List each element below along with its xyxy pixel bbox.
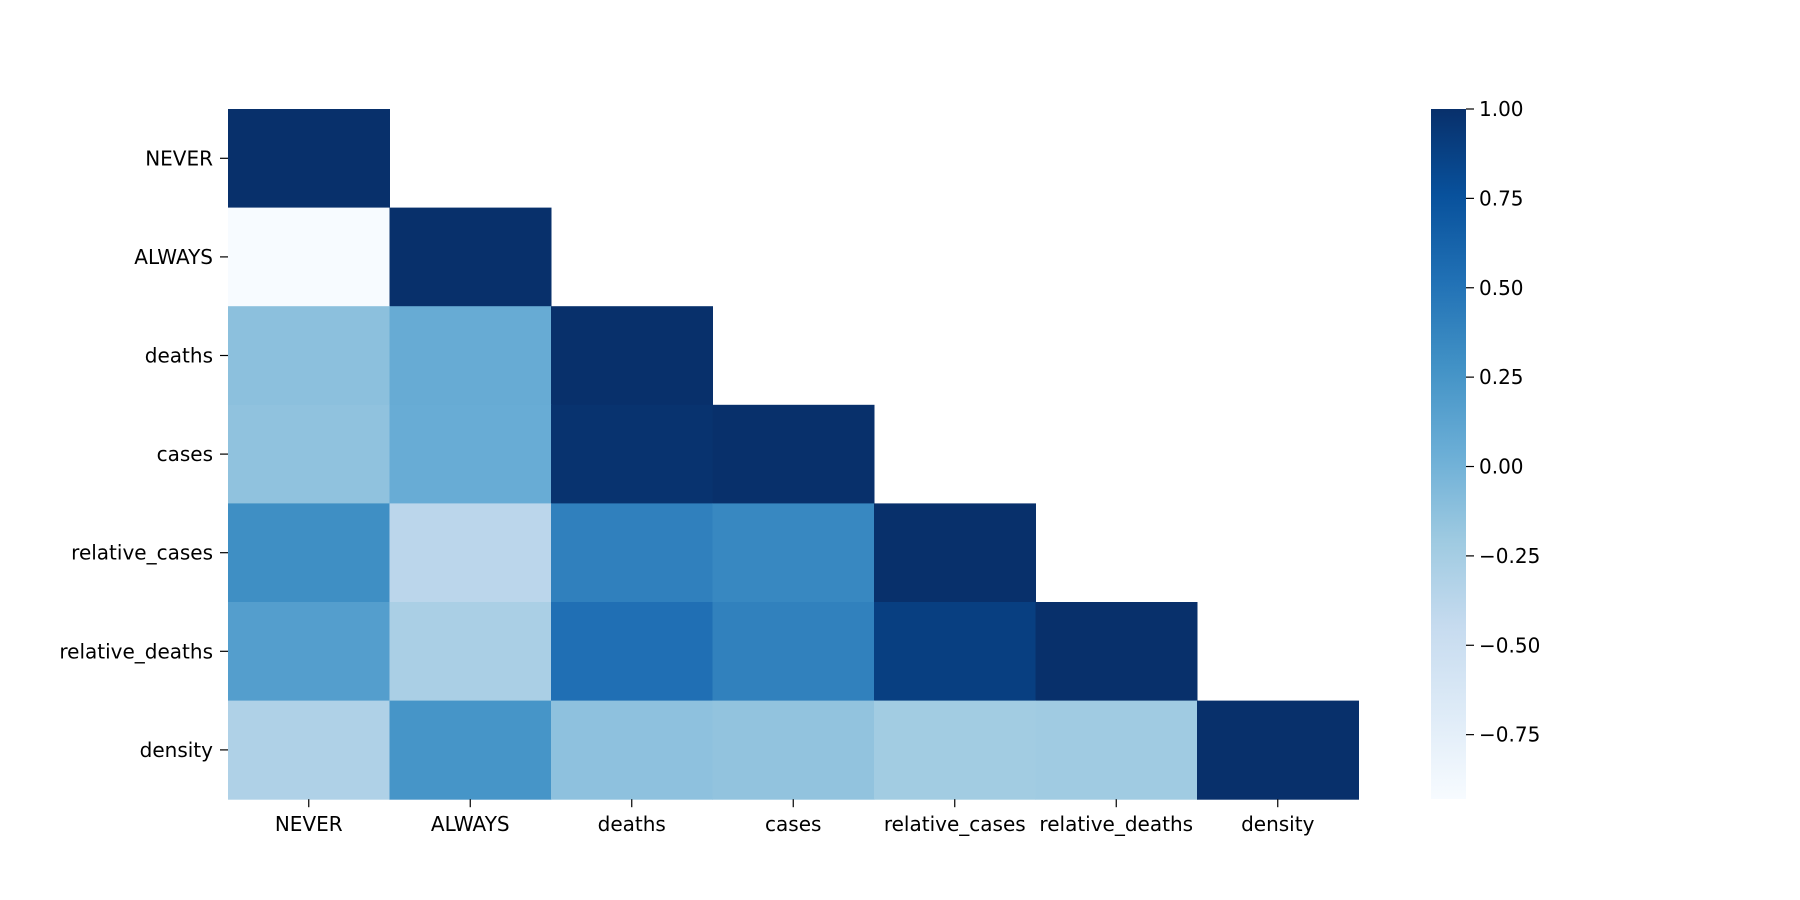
heatmap-cell-relative_deaths-relative_cases: [874, 602, 1036, 702]
colorbar-tick-label: −0.25: [1479, 544, 1540, 568]
heatmap-cell-relative_cases-deaths: [551, 503, 713, 603]
x-tick-label: deaths: [598, 812, 666, 836]
heatmap-cell-relative_cases-NEVER: [228, 503, 390, 603]
y-tick-label: deaths: [145, 344, 213, 368]
heatmap-cell-cases-NEVER: [228, 404, 390, 504]
heatmap-cell-cases-deaths: [551, 404, 713, 504]
colorbar-tick-label: 1.00: [1479, 97, 1524, 121]
heatmap-cell-deaths-deaths: [551, 306, 713, 406]
heatmap-cell-cases-cases: [712, 404, 875, 504]
colorbar-tick-label: −0.75: [1479, 723, 1540, 747]
x-tick-label: ALWAYS: [431, 812, 510, 836]
colorbar-tick-label: 0.50: [1479, 276, 1524, 300]
heatmap-cell-relative_cases-cases: [712, 503, 875, 603]
colorbar-tick-label: 0.25: [1479, 365, 1524, 389]
heatmap-cell-density-density: [1197, 700, 1359, 800]
heatmap-cell-relative_deaths-cases: [712, 602, 875, 702]
x-tick-label: relative_deaths: [1039, 812, 1193, 836]
heatmap-cell-deaths-ALWAYS: [389, 306, 552, 406]
colorbar-tick-label: 0.00: [1479, 455, 1524, 479]
colorbar-tick-label: 0.75: [1479, 186, 1524, 210]
heatmap-cell-deaths-NEVER: [228, 306, 390, 406]
y-tick-label: cases: [157, 442, 213, 466]
y-tick-label: relative_cases: [71, 541, 213, 565]
x-tick-label: cases: [765, 812, 821, 836]
y-tick-label: ALWAYS: [134, 245, 213, 269]
y-tick-label: density: [140, 738, 213, 762]
x-axis: NEVER ALWAYS deaths cases relative_cases rela…: [275, 799, 1315, 836]
y-tick-label: NEVER: [145, 146, 213, 170]
x-tick-label: density: [1241, 812, 1314, 836]
colorbar: 1.00 0.75 0.50 0.25 0.00 −0.25 −0.50 −0.75: [1431, 97, 1540, 799]
heatmap-cell-relative_deaths-relative_deaths: [1035, 602, 1198, 702]
heatmap-cell-cases-ALWAYS: [389, 404, 552, 504]
heatmap-cells: [228, 109, 1359, 800]
heatmap-cell-density-relative_deaths: [1035, 700, 1198, 800]
heatmap-cell-density-ALWAYS: [389, 700, 552, 800]
y-axis: NEVER ALWAYS deaths cases relative_casesrela…: [59, 146, 228, 762]
x-tick-label: NEVER: [275, 812, 343, 836]
heatmap-cell-ALWAYS-ALWAYS: [389, 207, 552, 307]
heatmap-cell-relative_deaths-NEVER: [228, 602, 390, 702]
heatmap-cell-density-deaths: [551, 700, 713, 800]
colorbar-tick-label: −0.50: [1479, 633, 1540, 657]
heatmap-cell-relative_cases-relative_cases: [874, 503, 1036, 603]
heatmap-cell-relative_deaths-deaths: [551, 602, 713, 702]
x-tick-label: relative_cases: [884, 812, 1026, 836]
y-tick-label: relative_deaths: [59, 639, 213, 663]
heatmap-cell-density-NEVER: [228, 700, 390, 800]
heatmap-cell-relative_deaths-ALWAYS: [389, 602, 552, 702]
colorbar-gradient: [1431, 109, 1466, 799]
heatmap-cell-density-cases: [712, 700, 875, 800]
heatmap-cell-NEVER-NEVER: [228, 109, 390, 209]
heatmap-cell-density-relative_cases: [874, 700, 1036, 800]
heatmap-cell-relative_cases-ALWAYS: [389, 503, 552, 603]
heatmap-cell-ALWAYS-NEVER: [228, 207, 390, 307]
